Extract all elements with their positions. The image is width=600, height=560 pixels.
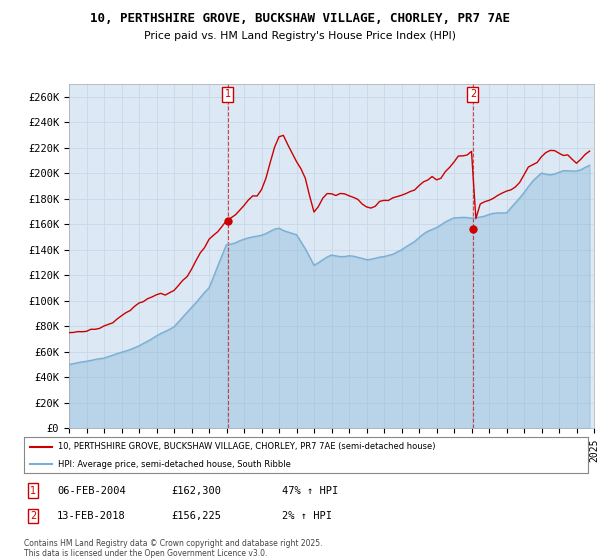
Text: 13-FEB-2018: 13-FEB-2018 xyxy=(57,511,126,521)
Text: 2% ↑ HPI: 2% ↑ HPI xyxy=(282,511,332,521)
Text: Price paid vs. HM Land Registry's House Price Index (HPI): Price paid vs. HM Land Registry's House … xyxy=(144,31,456,41)
Text: £162,300: £162,300 xyxy=(171,486,221,496)
Text: 47% ↑ HPI: 47% ↑ HPI xyxy=(282,486,338,496)
Text: Contains HM Land Registry data © Crown copyright and database right 2025.
This d: Contains HM Land Registry data © Crown c… xyxy=(24,539,323,558)
Text: 06-FEB-2004: 06-FEB-2004 xyxy=(57,486,126,496)
Text: HPI: Average price, semi-detached house, South Ribble: HPI: Average price, semi-detached house,… xyxy=(58,460,291,469)
Text: 10, PERTHSHIRE GROVE, BUCKSHAW VILLAGE, CHORLEY, PR7 7AE: 10, PERTHSHIRE GROVE, BUCKSHAW VILLAGE, … xyxy=(90,12,510,25)
Text: 10, PERTHSHIRE GROVE, BUCKSHAW VILLAGE, CHORLEY, PR7 7AE (semi-detached house): 10, PERTHSHIRE GROVE, BUCKSHAW VILLAGE, … xyxy=(58,442,436,451)
Text: 1: 1 xyxy=(225,89,231,99)
Text: 1: 1 xyxy=(30,486,36,496)
Text: £156,225: £156,225 xyxy=(171,511,221,521)
Text: 2: 2 xyxy=(470,89,476,99)
Text: 2: 2 xyxy=(30,511,36,521)
